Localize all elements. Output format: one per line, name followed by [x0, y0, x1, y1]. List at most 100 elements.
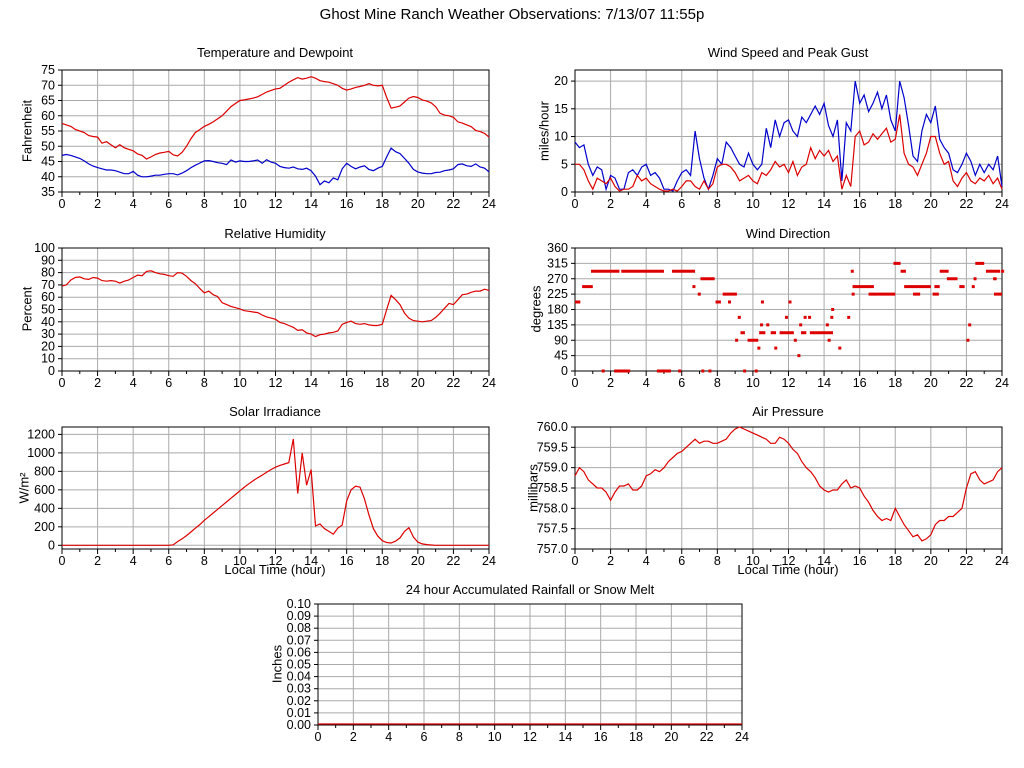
wind-direction-point [851, 292, 855, 296]
svg-text:200: 200 [34, 520, 55, 534]
temperature-dewpoint-series-dewpoint [61, 147, 490, 186]
svg-text:10: 10 [746, 197, 760, 211]
wind-direction-point [766, 323, 770, 327]
svg-text:4: 4 [385, 730, 392, 744]
wind-direction-point [827, 338, 831, 342]
air-pressure-series-pressure [574, 426, 1003, 542]
relative-humidity-plot: 0 2 4 6 8 10 12 14 16 18 20 22 240102030405060708090… [34, 241, 496, 390]
svg-text:55: 55 [41, 124, 55, 138]
wind-direction-point [959, 285, 965, 289]
svg-text:18: 18 [629, 730, 643, 744]
svg-text:757.0: 757.0 [537, 542, 568, 556]
svg-text:10: 10 [233, 197, 247, 211]
svg-text:6: 6 [678, 376, 685, 390]
svg-text:759.5: 759.5 [537, 440, 568, 454]
svg-text:24: 24 [482, 554, 496, 568]
svg-text:70: 70 [41, 278, 55, 292]
svg-text:14: 14 [304, 376, 318, 390]
svg-text:10: 10 [746, 376, 760, 390]
svg-text:18: 18 [888, 376, 902, 390]
svg-text:6: 6 [678, 197, 685, 211]
wind-direction-point [809, 331, 833, 335]
svg-text:757.5: 757.5 [537, 522, 568, 536]
wind-speed-gust-title: Wind Speed and Peak Gust [707, 45, 869, 60]
svg-text:8: 8 [201, 376, 208, 390]
wind-direction-point [757, 346, 761, 350]
svg-text:18: 18 [888, 197, 902, 211]
wind-direction-point [678, 369, 682, 373]
wind-direction-point [788, 300, 792, 304]
svg-text:0: 0 [59, 554, 66, 568]
svg-text:12: 12 [782, 197, 796, 211]
svg-text:90: 90 [554, 333, 568, 347]
svg-text:0.09: 0.09 [287, 609, 311, 623]
svg-text:315: 315 [547, 256, 568, 270]
rainfall-plot: 0 2 4 6 8 10 12 14 16 18 20 22 240.000.010.020.030.0… [287, 597, 749, 744]
svg-text:758.5: 758.5 [537, 481, 568, 495]
wind-direction-point [913, 292, 921, 296]
wind-direction-point [850, 269, 854, 273]
wind-direction-point [591, 269, 620, 273]
svg-text:6: 6 [165, 554, 172, 568]
svg-text:14: 14 [817, 554, 831, 568]
wind-direction-point [779, 331, 794, 335]
svg-text:12: 12 [523, 730, 537, 744]
svg-text:75: 75 [41, 63, 55, 77]
svg-text:24: 24 [995, 197, 1009, 211]
svg-text:12: 12 [782, 554, 796, 568]
solar-irradiance-plot: 0 2 4 6 8 10 12 14 16 18 20 22 240200400600800100012… [27, 426, 496, 568]
svg-text:0: 0 [572, 376, 579, 390]
svg-text:14: 14 [304, 554, 318, 568]
svg-text:4: 4 [643, 376, 650, 390]
svg-text:18: 18 [375, 376, 389, 390]
wind-direction-point [701, 369, 705, 373]
svg-text:0.00: 0.00 [287, 718, 311, 732]
svg-text:24: 24 [482, 376, 496, 390]
svg-text:225: 225 [547, 287, 568, 301]
wind-direction-point [692, 285, 696, 289]
air-pressure-plot: 0 2 4 6 8 10 12 14 16 18 20 22 24757.0757.5758.0758.… [537, 420, 1009, 568]
svg-text:4: 4 [643, 197, 650, 211]
wind-direction-point [971, 285, 975, 289]
wind-speed-gust-series-wind-speed [575, 114, 1003, 192]
svg-text:2: 2 [94, 554, 101, 568]
wind-direction-point [774, 346, 778, 350]
svg-text:0.01: 0.01 [287, 706, 311, 720]
svg-text:360: 360 [547, 241, 568, 255]
svg-text:24: 24 [995, 376, 1009, 390]
svg-text:14: 14 [558, 730, 572, 744]
svg-text:16: 16 [853, 376, 867, 390]
wind-direction-point [852, 285, 874, 289]
svg-text:135: 135 [547, 318, 568, 332]
wind-direction-point [847, 315, 851, 319]
wind-direction-point [900, 269, 906, 273]
svg-text:5: 5 [561, 157, 568, 171]
svg-text:100: 100 [34, 241, 55, 255]
solar-irradiance-series-irradiance [62, 438, 489, 546]
svg-text:24: 24 [995, 554, 1009, 568]
svg-text:20: 20 [41, 339, 55, 353]
svg-text:759.0: 759.0 [537, 461, 568, 475]
svg-text:16: 16 [340, 197, 354, 211]
svg-text:0: 0 [315, 730, 322, 744]
wind-speed-gust-series-peak-gust [574, 80, 1003, 192]
wind-direction-point [671, 269, 696, 273]
svg-text:8: 8 [201, 197, 208, 211]
svg-text:20: 20 [411, 376, 425, 390]
wind-direction-point [760, 300, 764, 304]
wind-direction-point [825, 323, 829, 327]
svg-text:0.08: 0.08 [287, 621, 311, 635]
wind-direction-point [614, 369, 631, 373]
wind-direction-title: Wind Direction [745, 226, 831, 241]
svg-text:10: 10 [41, 352, 55, 366]
svg-text:80: 80 [41, 266, 55, 280]
svg-text:60: 60 [41, 290, 55, 304]
wind-direction-point [601, 369, 605, 373]
svg-text:760.0: 760.0 [537, 420, 568, 434]
svg-text:35: 35 [41, 185, 55, 199]
svg-text:0: 0 [59, 197, 66, 211]
wind-direction-point [735, 338, 739, 342]
svg-text:16: 16 [340, 376, 354, 390]
svg-text:0.05: 0.05 [287, 658, 311, 672]
wind-direction-point [656, 369, 672, 373]
